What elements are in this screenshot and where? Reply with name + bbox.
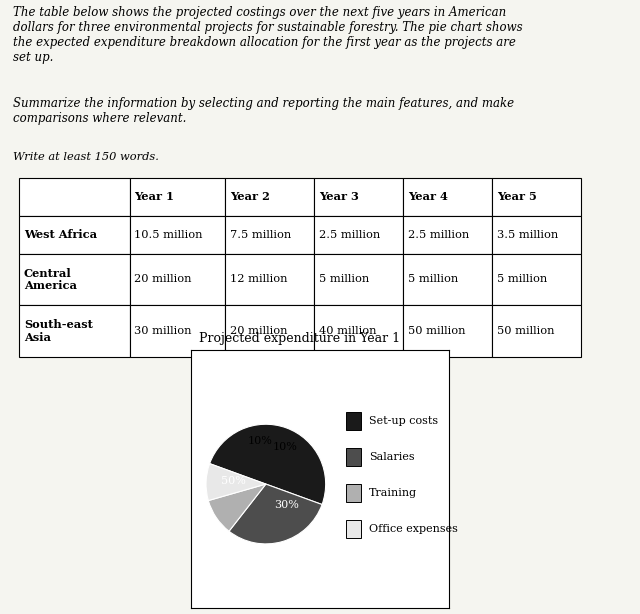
Bar xyxy=(314,216,403,254)
Text: 2.5 million: 2.5 million xyxy=(408,230,469,240)
Text: 7.5 million: 7.5 million xyxy=(230,230,291,240)
Bar xyxy=(19,216,129,254)
Bar xyxy=(19,305,129,357)
Bar xyxy=(314,178,403,216)
Bar xyxy=(492,216,581,254)
Bar xyxy=(346,412,361,430)
Bar xyxy=(129,254,225,305)
Text: 20 million: 20 million xyxy=(230,326,287,336)
Text: 20 million: 20 million xyxy=(134,274,192,284)
Text: 10.5 million: 10.5 million xyxy=(134,230,203,240)
Text: 5 million: 5 million xyxy=(497,274,547,284)
Text: The table below shows the projected costings over the next five years in America: The table below shows the projected cost… xyxy=(13,6,522,64)
Bar xyxy=(225,216,314,254)
Text: Projected expenditure in Year 1: Projected expenditure in Year 1 xyxy=(199,332,400,344)
Text: 5 million: 5 million xyxy=(319,274,369,284)
Text: 5 million: 5 million xyxy=(408,274,458,284)
Bar xyxy=(19,254,129,305)
Text: 2.5 million: 2.5 million xyxy=(319,230,380,240)
Text: 40 million: 40 million xyxy=(319,326,376,336)
Text: Year 5: Year 5 xyxy=(497,192,537,203)
Text: Salaries: Salaries xyxy=(369,452,415,462)
Bar xyxy=(492,305,581,357)
Text: Year 2: Year 2 xyxy=(230,192,269,203)
Bar xyxy=(403,216,492,254)
Bar xyxy=(314,254,403,305)
Text: Office expenses: Office expenses xyxy=(369,524,458,534)
Text: Central
America: Central America xyxy=(24,268,77,292)
Text: Year 4: Year 4 xyxy=(408,192,448,203)
Text: South-east
Asia: South-east Asia xyxy=(24,319,93,343)
Bar xyxy=(225,305,314,357)
Bar xyxy=(492,178,581,216)
Text: Write at least 150 words.: Write at least 150 words. xyxy=(13,152,159,162)
Text: Summarize the information by selecting and reporting the main features, and make: Summarize the information by selecting a… xyxy=(13,97,514,125)
Text: Year 1: Year 1 xyxy=(134,192,175,203)
Bar xyxy=(129,178,225,216)
Text: West Africa: West Africa xyxy=(24,229,97,240)
Bar xyxy=(403,178,492,216)
Bar xyxy=(403,254,492,305)
Text: 50 million: 50 million xyxy=(408,326,465,336)
Bar xyxy=(403,305,492,357)
Bar xyxy=(492,254,581,305)
Text: 30 million: 30 million xyxy=(134,326,192,336)
Text: 3.5 million: 3.5 million xyxy=(497,230,558,240)
Bar xyxy=(225,254,314,305)
Bar xyxy=(19,178,129,216)
Bar xyxy=(129,305,225,357)
Bar xyxy=(346,448,361,466)
Text: Year 3: Year 3 xyxy=(319,192,358,203)
Bar xyxy=(314,305,403,357)
Text: Set-up costs: Set-up costs xyxy=(369,416,438,426)
Text: 50 million: 50 million xyxy=(497,326,554,336)
Bar xyxy=(346,484,361,502)
Bar xyxy=(225,178,314,216)
Bar xyxy=(129,216,225,254)
Text: Training: Training xyxy=(369,488,417,498)
Bar xyxy=(346,520,361,538)
Text: 12 million: 12 million xyxy=(230,274,287,284)
